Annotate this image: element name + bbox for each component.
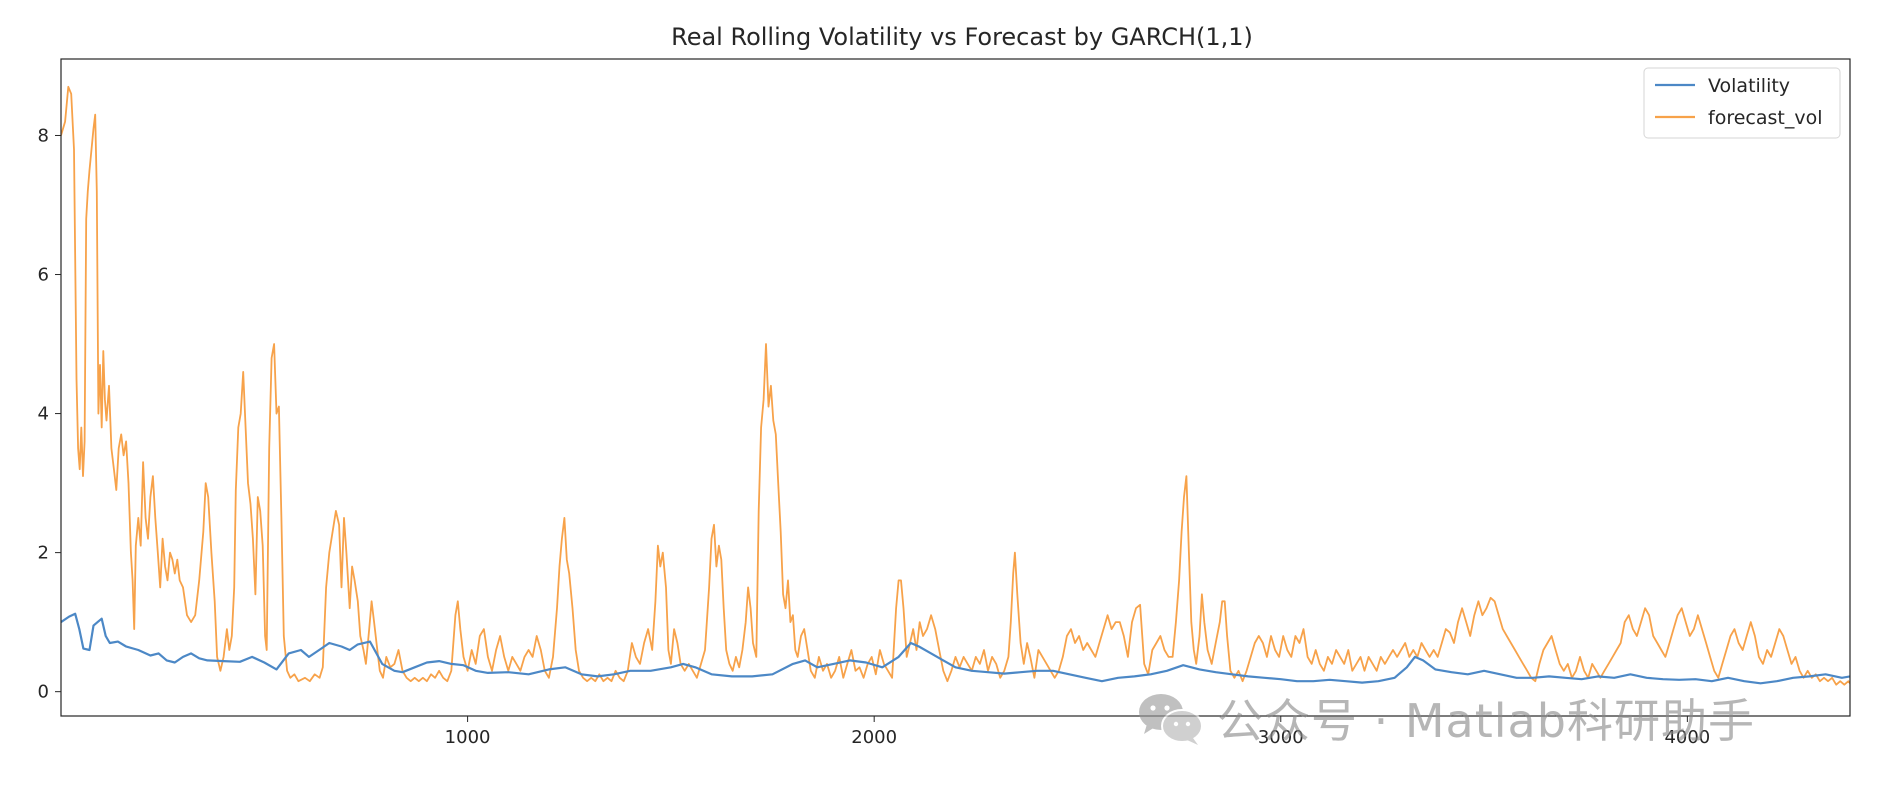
y-tick-label: 0 (38, 682, 49, 703)
y-tick-label: 6 (38, 265, 49, 286)
series-layer (61, 85, 1850, 686)
plot-frame (60, 58, 1851, 717)
wechat-icon (1139, 694, 1203, 745)
x-tick-label: 4000 (1664, 727, 1710, 748)
y-tick-label: 8 (38, 125, 49, 146)
y-tick-label: 4 (38, 404, 49, 425)
watermark-text: 公众号 · Matlab科研助手 (1217, 694, 1755, 748)
x-tick-label: 2000 (851, 727, 897, 748)
x-tick-label: 1000 (445, 727, 491, 748)
x-axis: 1000 2000 3000 4000 (445, 716, 1710, 748)
legend-label-forecast-vol: forecast_vol (1708, 107, 1822, 129)
legend: Volatility forecast_vol (1643, 67, 1841, 139)
series-line-volatility (61, 612, 1850, 685)
series-line-forecast-vol (61, 85, 1850, 686)
watermark: 公众号 · Matlab科研助手 (1135, 688, 1755, 748)
y-tick-label: 2 (38, 543, 49, 564)
y-axis: 0 2 4 6 8 (38, 125, 61, 703)
x-tick-label: 3000 (1258, 727, 1304, 748)
chart-title: Real Rolling Volatility vs Forecast by G… (671, 23, 1253, 51)
legend-label-volatility: Volatility (1708, 75, 1790, 97)
